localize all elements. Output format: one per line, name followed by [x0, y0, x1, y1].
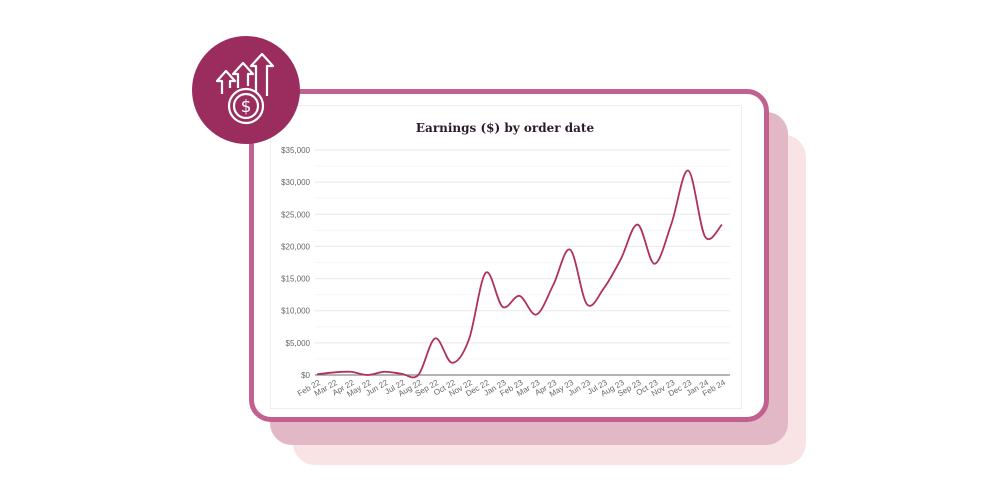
money-growth-arrows-icon: $ [215, 52, 275, 125]
svg-text:$: $ [241, 97, 252, 117]
y-tick-label: $10,000 [281, 307, 310, 316]
y-tick-label: $0 [301, 371, 310, 380]
y-tick-label: $5,000 [286, 339, 311, 348]
y-tick-label: $35,000 [281, 146, 310, 155]
chart-panel [270, 105, 742, 409]
y-tick-label: $20,000 [281, 242, 310, 251]
y-tick-label: $15,000 [281, 275, 310, 284]
badge: $ [192, 36, 300, 144]
y-tick-label: $30,000 [281, 178, 310, 187]
earnings-series-line [316, 169, 723, 379]
chart-title: Earnings ($) by order date [416, 121, 595, 135]
y-tick-label: $25,000 [281, 210, 310, 219]
